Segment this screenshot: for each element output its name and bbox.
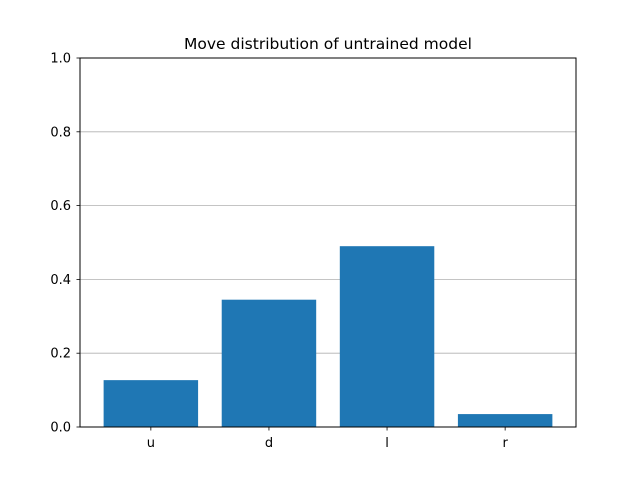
gridlines — [80, 131, 576, 354]
x-tick-label: u — [147, 436, 155, 451]
y-tick-label: 1.0 — [50, 52, 71, 67]
axes-frame — [79, 57, 577, 428]
bar-r — [457, 414, 553, 427]
bar-u — [103, 380, 199, 427]
chart-title: Move distribution of untrained model — [184, 35, 472, 53]
y-tick-label: 0.0 — [50, 421, 71, 436]
bars — [103, 246, 553, 427]
y-tick-label: 0.6 — [50, 199, 71, 214]
bar-l — [339, 246, 435, 427]
y-tick-label: 0.4 — [50, 273, 71, 288]
x-tick-label: r — [502, 436, 508, 451]
x-tick-label: d — [265, 436, 273, 451]
ticks: 0.0 0.2 0.4 0.6 0.8 1.0 u d l r — [50, 52, 508, 452]
y-tick-label: 0.2 — [50, 347, 71, 362]
y-tick-label: 0.8 — [50, 125, 71, 140]
bar-d — [221, 299, 317, 427]
x-tick-label: l — [385, 436, 389, 451]
